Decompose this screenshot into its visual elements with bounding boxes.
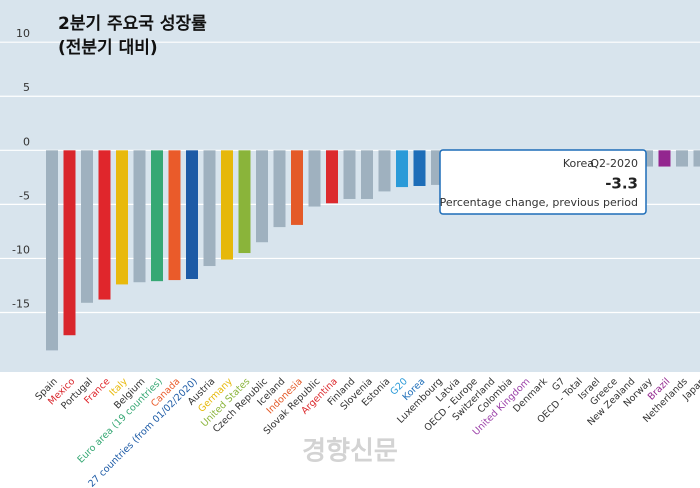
bar	[693, 150, 700, 167]
bar	[273, 150, 286, 228]
bar	[658, 150, 671, 167]
tooltip-value: -3.3	[605, 175, 638, 193]
y-tick-label: -15	[12, 298, 30, 311]
bar	[361, 150, 373, 199]
tooltip-note: Percentage change, previous period	[440, 196, 638, 209]
bar	[378, 150, 391, 192]
bar	[98, 150, 111, 300]
bar	[203, 150, 216, 267]
tooltip-box	[439, 149, 647, 215]
bar	[238, 150, 251, 254]
chart-title: 2분기 주요국 성장률	[58, 14, 207, 34]
y-tick-label: 0	[23, 135, 30, 148]
y-tick-label: 5	[23, 81, 30, 94]
bar	[343, 150, 356, 199]
y-tick-label: -10	[12, 243, 30, 256]
bar	[46, 150, 58, 351]
bar	[151, 150, 163, 282]
watermark: 경향신문	[302, 437, 398, 467]
bar	[221, 150, 233, 260]
bar	[676, 150, 688, 167]
bar	[326, 150, 338, 204]
bar	[168, 150, 181, 281]
bar	[116, 150, 128, 285]
bar	[396, 150, 408, 188]
y-tick-label: -5	[19, 189, 30, 202]
tooltip-period: Q2-2020	[590, 157, 638, 170]
bar	[256, 150, 268, 243]
chart-subtitle: (전분기 대비)	[58, 38, 158, 58]
bar	[186, 150, 198, 279]
bar	[413, 150, 426, 186]
bar	[63, 150, 76, 336]
tooltip-category: Korea	[563, 157, 594, 170]
bar	[81, 150, 93, 303]
bar	[308, 150, 321, 207]
tooltip: Korea Q2-2020 -3.3 Percentage change, pr…	[439, 149, 647, 215]
bar	[291, 150, 303, 225]
y-tick-label: 10	[16, 27, 30, 40]
bar	[133, 150, 146, 283]
